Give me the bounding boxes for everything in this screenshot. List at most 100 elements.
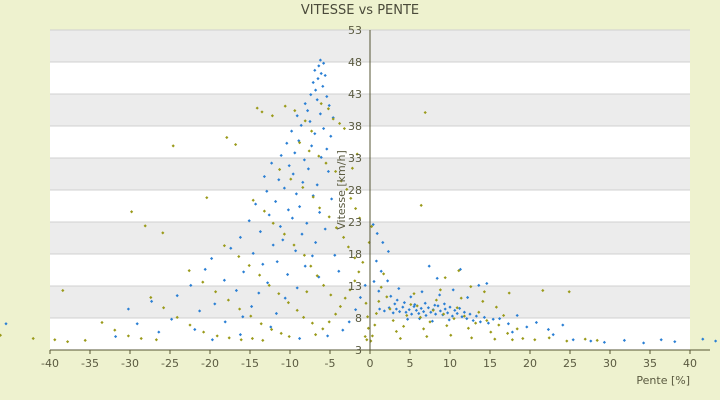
data-point-series-1 xyxy=(315,98,319,102)
data-point-series-2 xyxy=(215,334,219,338)
data-point-series-2 xyxy=(260,110,264,114)
data-point-series-1 xyxy=(561,323,565,327)
data-point-series-1 xyxy=(315,183,319,187)
data-point-series-1 xyxy=(265,189,269,193)
data-point-series-2 xyxy=(494,305,498,309)
data-point-series-1 xyxy=(381,240,385,245)
data-point-series-1 xyxy=(262,174,266,179)
data-point-series-2 xyxy=(171,144,175,148)
data-point-series-1 xyxy=(316,77,320,81)
data-point-series-2 xyxy=(201,280,205,284)
data-point-series-1 xyxy=(423,301,427,305)
data-point-series-2 xyxy=(139,336,143,341)
data-point-series-2 xyxy=(227,336,231,340)
data-point-series-1 xyxy=(274,199,278,204)
data-point-series-1 xyxy=(269,325,273,329)
data-point-series-1 xyxy=(330,197,334,201)
data-point-series-1 xyxy=(409,295,413,299)
data-point-series-1 xyxy=(333,253,337,257)
data-point-series-2 xyxy=(485,318,489,323)
data-point-series-1 xyxy=(306,109,310,113)
data-point-series-1 xyxy=(126,307,130,311)
data-point-series-2 xyxy=(239,338,243,342)
data-point-series-1 xyxy=(294,249,298,253)
data-point-series-2 xyxy=(370,224,374,229)
data-point-series-1 xyxy=(193,327,197,332)
data-point-series-2 xyxy=(363,334,367,339)
data-point-series-2 xyxy=(295,308,299,312)
data-point-series-2 xyxy=(428,320,432,324)
data-point-series-2 xyxy=(422,327,426,331)
data-point-series-1 xyxy=(257,291,261,295)
data-point-series-1 xyxy=(286,208,290,212)
data-point-series-1 xyxy=(294,192,298,196)
data-point-series-2 xyxy=(53,338,57,342)
data-point-series-1 xyxy=(323,227,327,231)
data-point-series-1 xyxy=(290,216,294,220)
x-tick-label: -40 xyxy=(41,357,59,370)
data-point-series-1 xyxy=(295,286,299,290)
data-point-series-2 xyxy=(331,117,335,121)
data-point-series-2 xyxy=(287,334,291,339)
data-point-series-2 xyxy=(361,260,365,264)
data-point-series-1 xyxy=(407,308,411,312)
data-point-series-2 xyxy=(318,206,322,210)
data-point-series-1 xyxy=(422,310,426,314)
x-tick-label: 15 xyxy=(483,357,497,370)
data-point-series-1 xyxy=(426,306,430,310)
data-point-series-2 xyxy=(250,336,254,341)
x-tick-label: -25 xyxy=(161,357,179,370)
data-point-series-2 xyxy=(100,320,104,325)
data-point-series-2 xyxy=(238,307,242,311)
data-point-series-1 xyxy=(311,80,315,85)
data-point-series-1 xyxy=(404,310,408,314)
data-point-series-1 xyxy=(371,222,375,227)
x-tick-label: -10 xyxy=(281,357,299,370)
data-point-series-1 xyxy=(267,213,271,217)
data-point-series-1 xyxy=(300,232,304,236)
data-point-series-1 xyxy=(258,230,262,234)
data-point-series-2 xyxy=(502,313,506,318)
data-point-series-2 xyxy=(143,224,147,228)
data-point-series-1 xyxy=(446,311,450,315)
data-point-series-1 xyxy=(571,338,575,342)
data-point-series-2 xyxy=(130,210,134,214)
data-point-series-2 xyxy=(282,232,286,236)
data-point-series-2 xyxy=(415,304,419,308)
data-point-series-1 xyxy=(309,93,313,97)
data-point-series-1 xyxy=(417,311,421,316)
data-point-series-1 xyxy=(395,298,399,302)
data-point-series-2 xyxy=(310,321,314,325)
y-tick-label: 38 xyxy=(348,120,362,133)
data-point-series-2 xyxy=(374,311,378,316)
data-point-series-1 xyxy=(234,288,238,293)
data-point-series-1 xyxy=(229,246,233,250)
data-point-series-2 xyxy=(353,279,357,283)
data-point-series-1 xyxy=(222,278,226,282)
data-point-series-1 xyxy=(347,320,351,324)
data-point-series-2 xyxy=(262,209,266,213)
data-point-series-1 xyxy=(302,158,306,162)
data-point-series-2 xyxy=(541,288,545,293)
data-point-series-1 xyxy=(283,296,287,300)
data-point-series-1 xyxy=(261,262,265,266)
data-point-series-2 xyxy=(365,338,369,342)
data-point-series-1 xyxy=(397,286,401,291)
data-point-series-2 xyxy=(343,296,347,300)
y-tick-label: 53 xyxy=(348,24,362,37)
data-point-series-2 xyxy=(258,273,262,277)
data-point-series-2 xyxy=(595,338,599,342)
data-point-series-1 xyxy=(468,312,472,316)
data-point-series-1 xyxy=(291,172,295,176)
data-point-series-2 xyxy=(373,323,377,327)
data-point-series-1 xyxy=(642,341,646,345)
data-point-series-1 xyxy=(314,88,318,92)
data-point-series-1 xyxy=(241,315,245,319)
data-point-series-2 xyxy=(388,307,392,311)
data-point-series-2 xyxy=(251,198,255,202)
data-point-series-2 xyxy=(346,245,350,249)
data-point-series-1 xyxy=(455,311,459,316)
data-point-series-1 xyxy=(458,306,462,310)
data-point-series-1 xyxy=(701,337,705,341)
